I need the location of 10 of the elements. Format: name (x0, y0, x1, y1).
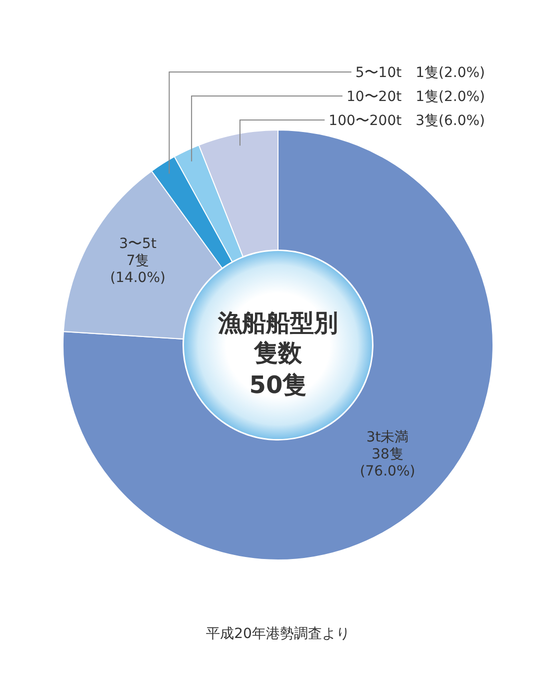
slice-label: 3t未満 (366, 430, 409, 446)
slice-label: 10〜20t 1隻(2.0%) (346, 89, 485, 105)
text: 漁船船型別隻数 (217, 309, 338, 367)
text: 平成20年港勢調査より (206, 626, 350, 642)
slice-label: 5〜10t 1隻(2.0%) (355, 65, 485, 81)
data-label: 38隻(76.0%) (360, 446, 416, 480)
slice-label: 3〜5t (119, 236, 157, 252)
slice-label: 100〜200t 3隻(6.0%) (328, 113, 485, 129)
text: 50隻 (249, 371, 307, 399)
data-label: 7隻(14.0%) (110, 252, 166, 286)
